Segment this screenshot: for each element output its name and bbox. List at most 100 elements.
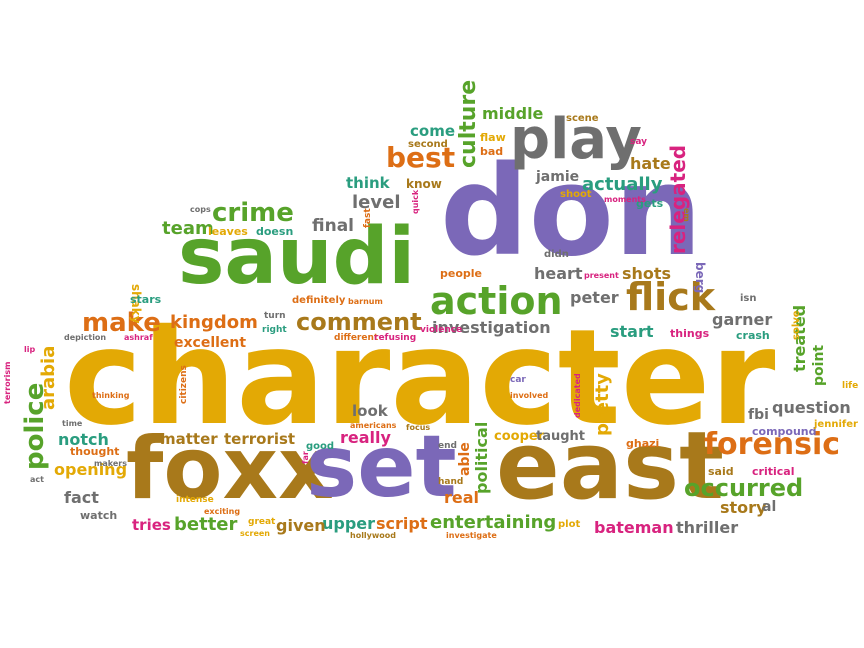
word-em: em [682, 208, 691, 222]
word-entertaining: entertaining [430, 512, 557, 533]
word-fast: fast [363, 208, 373, 228]
word-life: life [842, 381, 859, 391]
word-investigation: investigation [432, 318, 551, 337]
word-berg: berg [693, 262, 707, 294]
word-hollywood: hollywood [350, 531, 396, 540]
word-actually: actually [582, 174, 663, 195]
word-turn: turn [264, 311, 286, 321]
word-story: story [720, 498, 767, 517]
word-watch: watch [80, 509, 118, 522]
word-team: team [162, 218, 214, 239]
word-citizens: citizens [179, 365, 189, 404]
word-think: think [346, 174, 390, 192]
word-really: really [340, 428, 391, 447]
word-jennifer: jennifer [814, 419, 858, 430]
word-cooper: cooper [494, 429, 545, 444]
word-know: know [406, 177, 442, 191]
word-isn: isn [740, 293, 757, 304]
word-refusing: refusing [374, 333, 417, 343]
word-excellent: excellent [174, 335, 247, 351]
word-lip: lip [24, 345, 36, 354]
word-relegated: relegated [666, 144, 690, 254]
word-better: better [174, 514, 238, 535]
word-occurred: occurred [684, 474, 804, 502]
word-opening: opening [54, 460, 128, 479]
word-violence: violence [420, 325, 463, 335]
word-cops: cops [190, 205, 211, 214]
word-hand: hand [438, 477, 464, 487]
word-character: character [64, 301, 776, 455]
word-said: said [708, 465, 734, 478]
word-heart: heart [534, 264, 583, 283]
word-peter: peter [570, 288, 619, 307]
word-able: able [457, 442, 473, 476]
word-garner: garner [712, 310, 773, 329]
word-terrorism: terrorism [3, 361, 12, 404]
word-compound: compound [752, 425, 817, 438]
word-middle: middle [482, 104, 544, 123]
word-saudi: saudi [178, 212, 416, 302]
word-come: come [410, 122, 455, 140]
word-set: set [306, 417, 457, 517]
word-arabia: arabia [38, 345, 59, 410]
word-involved: involved [510, 391, 549, 400]
word-good: good [306, 441, 335, 452]
word-ashraf: ashraf [124, 333, 153, 342]
word-crime: crime [212, 198, 294, 228]
word-matter: matter [160, 430, 218, 448]
word-definitely: definitely [292, 295, 346, 306]
word-end: end [438, 441, 457, 451]
word-kingdom: kingdom [170, 312, 258, 333]
word-taught: taught [536, 429, 586, 444]
word-screen: screen [240, 529, 270, 538]
word-action: action [430, 279, 563, 323]
word-doesn: doesn [256, 225, 294, 238]
word-jamie: jamie [536, 169, 580, 185]
word-act: act [30, 475, 44, 484]
word-thinking: thinking [92, 391, 130, 400]
word-political: political [472, 421, 491, 494]
word-foxx: foxx [126, 419, 334, 519]
word-makers: makers [94, 459, 127, 468]
word-second: second [408, 139, 448, 150]
word-americans: americans [350, 421, 397, 430]
word-present: present [584, 271, 619, 280]
word-barnum: barnum [348, 297, 383, 306]
word-question: question [772, 398, 851, 417]
word-gets: gets [636, 197, 664, 210]
word-different: different [334, 333, 379, 343]
word-fact: fact [64, 488, 99, 507]
word-make: make [82, 308, 161, 338]
word-east: east [496, 412, 725, 521]
word-right: right [262, 325, 287, 335]
word-real: real [444, 488, 480, 507]
word-things: things [670, 327, 710, 340]
word-script: script [376, 514, 428, 533]
word-didn: didn [544, 249, 569, 260]
word-play: play [510, 107, 642, 172]
word-fbi: fbi [748, 407, 769, 423]
word-leaves: leaves [208, 225, 248, 238]
word-far: far [301, 451, 310, 464]
word-stars: stars [130, 293, 162, 306]
word-ghazi: ghazi [626, 437, 660, 450]
word-look: look [352, 402, 388, 420]
word-flick: flick [626, 275, 715, 319]
word-say: say [630, 137, 648, 147]
word-intense: intense [176, 495, 214, 505]
word-time: time [62, 419, 83, 428]
word-upper: upper [322, 514, 376, 533]
word-great: great [248, 517, 276, 527]
word-final: final [312, 216, 355, 236]
word-forensic: forensic [704, 427, 841, 462]
word-solve: solve [791, 310, 802, 340]
word-critical: critical [752, 465, 795, 478]
word-culture: culture [456, 79, 481, 168]
word-people: people [440, 267, 482, 280]
word-shots: shots [622, 264, 672, 283]
word-thought: thought [70, 445, 120, 458]
word-shoot: shoot [560, 189, 592, 200]
word-start: start [610, 322, 654, 341]
word-thriller: thriller [676, 518, 739, 537]
